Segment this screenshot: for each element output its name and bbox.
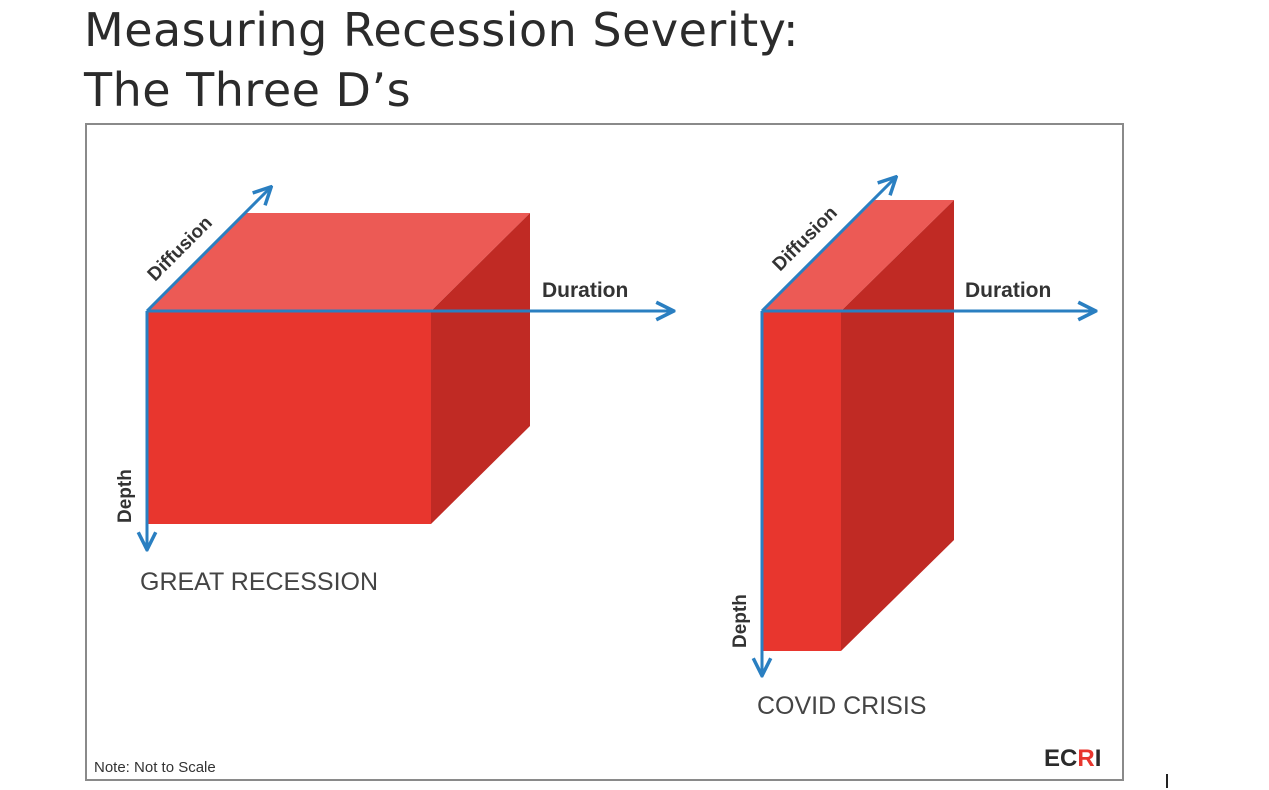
covid-crisis-cube-top: [762, 200, 954, 311]
great-recession-cube-top: [147, 213, 530, 311]
ecri-logo-part1: EC: [1044, 745, 1077, 772]
great-recession-cube-front: [147, 311, 431, 524]
covid-crisis-duration-label: Duration: [965, 279, 1051, 302]
great-recession-depth-label: Depth: [115, 469, 136, 523]
covid-crisis-depth-label: Depth: [730, 594, 751, 648]
covid-crisis-label: COVID CRISIS: [757, 692, 926, 720]
scale-note: Note: Not to Scale: [94, 759, 216, 776]
title-line-2: The Three D’s: [84, 63, 412, 117]
ecri-logo: ECRI: [1044, 745, 1101, 772]
great-recession-cube-side: [431, 213, 530, 524]
edge-mark: [1166, 774, 1168, 788]
great-recession-label: GREAT RECESSION: [140, 568, 378, 596]
covid-crisis-diffusion-axis: [760, 178, 895, 313]
covid-crisis-cube-front: [762, 311, 841, 651]
covid-crisis-cube: [762, 200, 954, 651]
covid-crisis-cube-side: [841, 200, 954, 651]
great-recession-axes: [147, 188, 672, 548]
great-recession-cube: [147, 213, 530, 524]
ecri-logo-part2: R: [1077, 745, 1094, 772]
title-line-1: Measuring Recession Severity:: [84, 3, 800, 57]
ecri-logo-part3: I: [1095, 745, 1102, 772]
great-recession-diffusion-axis: [145, 188, 270, 313]
page-title: Measuring Recession Severity: The Three …: [84, 0, 799, 120]
great-recession-duration-label: Duration: [542, 279, 628, 302]
covid-crisis-axes: [762, 178, 1094, 674]
